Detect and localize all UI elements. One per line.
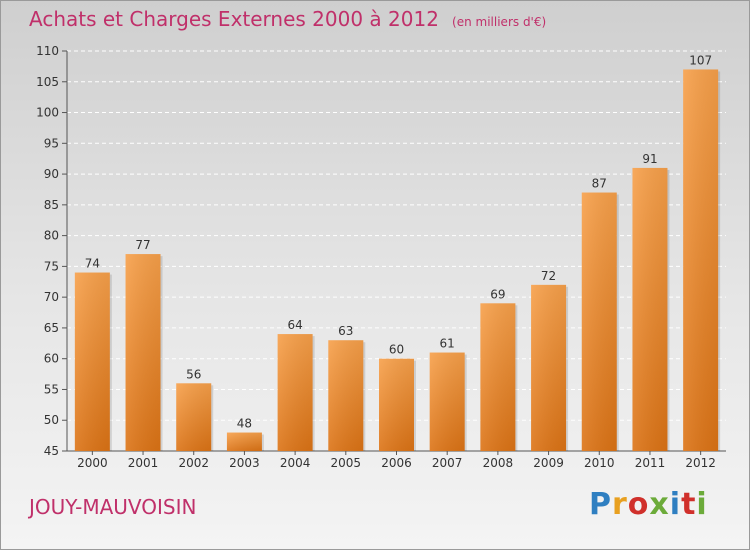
x-tick-label: 2000 xyxy=(77,456,108,470)
y-tick-label: 100 xyxy=(36,106,59,120)
y-tick-label: 90 xyxy=(44,167,59,181)
y-tick-label: 80 xyxy=(44,229,59,243)
y-tick-label: 45 xyxy=(44,444,59,458)
chart-subtitle: (en milliers d'€) xyxy=(452,15,547,29)
data-label: 69 xyxy=(490,287,505,301)
y-tick-label: 60 xyxy=(44,352,59,366)
data-label: 77 xyxy=(135,238,150,252)
brand-letter: i xyxy=(696,487,708,522)
data-label: 63 xyxy=(338,324,353,338)
bar-highlight xyxy=(226,432,262,451)
data-label: 74 xyxy=(85,257,100,271)
x-tick-label: 2003 xyxy=(229,456,260,470)
data-label: 61 xyxy=(440,337,455,351)
x-tick-label: 2011 xyxy=(635,456,666,470)
y-tick-label: 55 xyxy=(44,382,59,396)
brand-letter: r xyxy=(612,487,628,522)
bar-highlight xyxy=(176,383,212,451)
bar-highlight xyxy=(74,272,110,451)
bar-highlight xyxy=(480,303,516,451)
x-tick-label: 2010 xyxy=(584,456,615,470)
x-tick-label: 2004 xyxy=(280,456,311,470)
brand-logo: Proxiti xyxy=(589,487,708,522)
bar-highlight xyxy=(531,284,567,451)
bar-highlight xyxy=(429,352,465,451)
y-tick-label: 75 xyxy=(44,259,59,273)
brand-letter: o xyxy=(627,487,650,522)
data-label: 91 xyxy=(642,152,657,166)
x-tick-label: 2005 xyxy=(331,456,362,470)
y-tick-label: 50 xyxy=(44,413,59,427)
data-label: 87 xyxy=(592,177,607,191)
x-tick-label: 2008 xyxy=(483,456,514,470)
labels-layer: 74 2000 77 2001 56 2002 48 2003 64 2004 63 2005 60 20… xyxy=(77,53,716,470)
x-tick-label: 2006 xyxy=(381,456,412,470)
data-label: 72 xyxy=(541,269,556,283)
y-tick-label: 105 xyxy=(36,75,59,89)
bar-highlight xyxy=(379,358,414,451)
data-label: 48 xyxy=(237,417,252,431)
commune-name: JOUY-MAUVOISIN xyxy=(29,495,197,519)
y-tick-label: 110 xyxy=(36,44,59,58)
x-tick-label: 2007 xyxy=(432,456,463,470)
bar-highlight xyxy=(581,192,617,452)
x-tick-label: 2001 xyxy=(128,456,159,470)
x-tick-label: 2012 xyxy=(685,456,716,470)
brand-letter: t xyxy=(681,487,697,522)
x-tick-label: 2009 xyxy=(533,456,564,470)
data-label: 107 xyxy=(689,53,712,67)
bar-highlight xyxy=(683,69,719,451)
y-tick-label: 70 xyxy=(44,290,59,304)
x-tick-label: 2002 xyxy=(178,456,209,470)
bars-layer xyxy=(74,69,721,452)
y-tick-label: 65 xyxy=(44,321,59,335)
data-label: 60 xyxy=(389,343,404,357)
data-label: 64 xyxy=(287,318,302,332)
title-row: Achats et Charges Externes 2000 à 2012 (… xyxy=(29,7,546,31)
axis-layer: 45 50 55 60 65 70 75 80 85 90 95 100 105 110 xyxy=(36,44,726,458)
bar-highlight xyxy=(125,254,161,451)
brand-letter: i xyxy=(669,487,682,522)
y-tick-label: 85 xyxy=(44,198,59,212)
bar-highlight xyxy=(328,340,364,451)
data-label: 56 xyxy=(186,367,201,381)
y-tick-label: 95 xyxy=(44,136,59,150)
brand-letter: P xyxy=(589,487,612,522)
brand-letter: x xyxy=(649,487,670,522)
bar-highlight xyxy=(632,167,668,451)
bar-highlight xyxy=(277,334,313,451)
chart-title: Achats et Charges Externes 2000 à 2012 xyxy=(29,7,439,31)
